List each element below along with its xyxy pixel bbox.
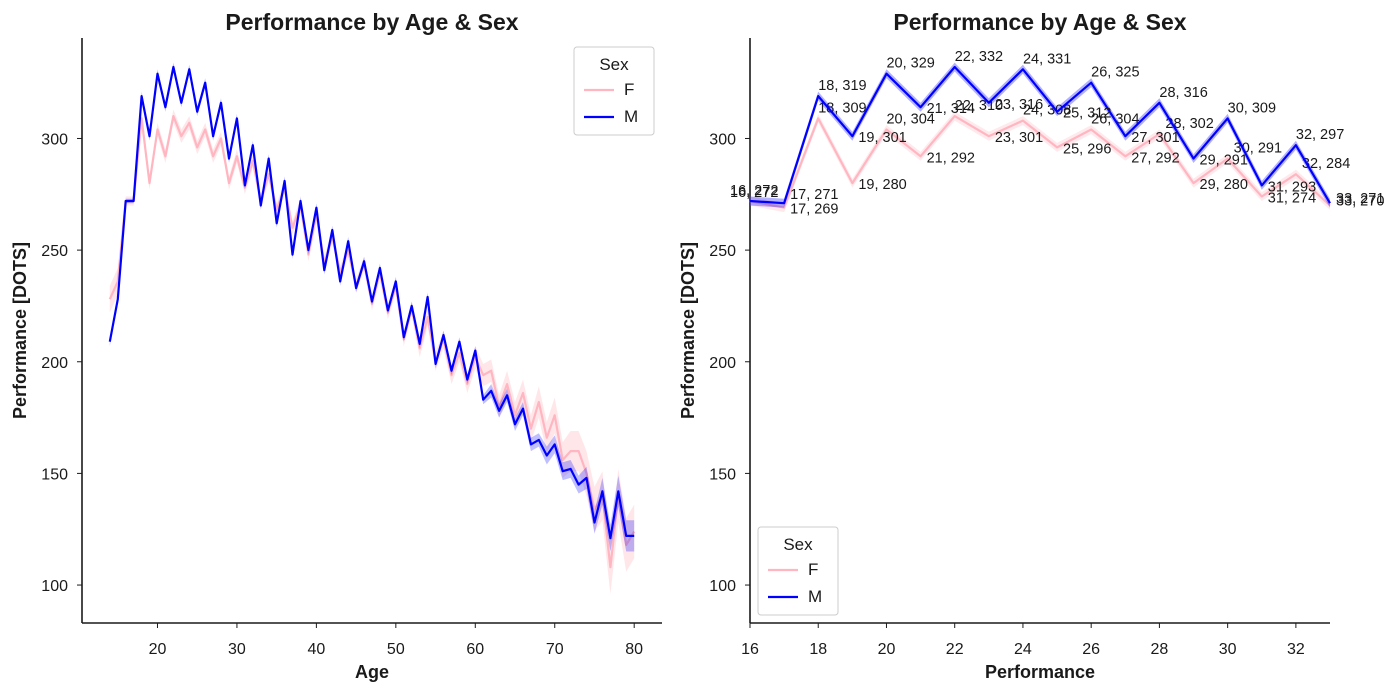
legend-title: Sex <box>783 535 813 554</box>
x-tick-label: 16 <box>741 641 759 658</box>
chart-title: Performance by Age & Sex <box>225 9 518 35</box>
series-m: 16, 272 17, 271 18, 319 19, 301 20, 329 21, 3… <box>730 49 1384 208</box>
x-tick-label: 20 <box>878 641 896 658</box>
data-label: 25, 296 <box>1063 141 1111 157</box>
y-tick-label: 250 <box>709 243 736 260</box>
data-label: 17, 269 <box>790 202 838 218</box>
legend-entry-m: M <box>624 107 638 126</box>
x-tick-label: 22 <box>946 641 964 658</box>
legend: Sex FM <box>573 46 655 136</box>
legend-entry-f: F <box>808 560 818 579</box>
series-line-m <box>108 65 635 540</box>
data-label: 19, 301 <box>858 130 906 146</box>
x-tick-label: 30 <box>1219 641 1237 658</box>
data-label: 33, 270 <box>1336 193 1384 209</box>
series-line-m <box>749 65 1331 205</box>
legend-title: Sex <box>599 55 629 74</box>
x-tick-label: 50 <box>387 641 405 658</box>
x-tick-label: 32 <box>1287 641 1305 658</box>
data-label: 18, 309 <box>818 100 866 116</box>
y-tick-label: 100 <box>709 578 736 595</box>
x-tick-label: 70 <box>546 641 564 658</box>
data-label: 20, 329 <box>886 56 934 72</box>
y-axis-label: Performance [DOTS] <box>10 242 30 419</box>
data-label: 27, 292 <box>1131 150 1179 166</box>
data-label: 26, 325 <box>1091 65 1139 81</box>
right-chart-panel: Performance by Age & Sex Performance Perfo… <box>678 9 1384 682</box>
chart-title: Performance by Age & Sex <box>893 9 1186 35</box>
x-tick-label: 18 <box>809 641 827 658</box>
legend-entry-f: F <box>624 80 634 99</box>
y-tick-label: 200 <box>709 355 736 372</box>
y-tick-label: 250 <box>41 243 68 260</box>
data-label: 32, 284 <box>1302 156 1350 172</box>
data-label: 33, 271 <box>1336 191 1384 207</box>
data-label: 17, 271 <box>790 187 838 203</box>
data-label: 23, 301 <box>995 130 1043 146</box>
data-label: 21, 292 <box>927 150 975 166</box>
x-axis-label: Performance <box>985 662 1095 682</box>
y-tick-label: 150 <box>41 466 68 483</box>
data-label: 23, 316 <box>995 97 1043 113</box>
left-chart-panel: Performance by Age & Sex Age Performance [… <box>10 9 662 682</box>
data-label: 21, 314 <box>927 101 975 117</box>
x-tick-label: 20 <box>149 641 167 658</box>
x-tick-label: 80 <box>625 641 643 658</box>
series-line-f <box>749 115 1331 209</box>
data-label: 31, 274 <box>1268 191 1316 207</box>
data-label: 22, 332 <box>955 49 1003 65</box>
x-tick-label: 60 <box>466 641 484 658</box>
x-tick-label: 24 <box>1014 641 1032 658</box>
y-tick-label: 150 <box>709 466 736 483</box>
series-f <box>108 109 636 594</box>
data-label: 28, 316 <box>1159 85 1207 101</box>
data-label: 29, 291 <box>1200 153 1248 169</box>
series-m <box>108 62 635 552</box>
data-label: 24, 331 <box>1023 51 1071 67</box>
y-axis-label: Performance [DOTS] <box>678 242 698 419</box>
x-tick-label: 30 <box>228 641 246 658</box>
data-label: 18, 319 <box>818 78 866 94</box>
x-tick-label: 28 <box>1151 641 1169 658</box>
data-label: 16, 272 <box>730 183 778 199</box>
data-label: 25, 312 <box>1063 106 1111 122</box>
data-label: 24, 308 <box>1023 103 1071 119</box>
data-label: 29, 280 <box>1200 177 1248 193</box>
y-tick-label: 300 <box>41 131 68 148</box>
data-label: 28, 302 <box>1165 116 1213 132</box>
data-label: 16, 272 <box>730 185 778 201</box>
data-label: 31, 293 <box>1268 179 1316 195</box>
y-tick-label: 100 <box>41 578 68 595</box>
data-label: 27, 301 <box>1131 130 1179 146</box>
data-label: 19, 280 <box>858 177 906 193</box>
data-label: 32, 297 <box>1296 127 1344 143</box>
data-label: 30, 309 <box>1228 100 1276 116</box>
y-tick-label: 200 <box>41 355 68 372</box>
x-axis-label: Age <box>355 662 389 682</box>
series-f: 16, 272 17, 269 18, 309 19, 280 20, 304 21, 2… <box>730 98 1384 218</box>
series-line-f <box>108 115 636 569</box>
confidence-band-f <box>109 109 635 594</box>
x-tick-label: 26 <box>1082 641 1100 658</box>
legend-entry-m: M <box>808 587 822 606</box>
data-label: 20, 304 <box>886 112 934 128</box>
legend: Sex FM <box>757 526 839 616</box>
y-tick-label: 300 <box>709 131 736 148</box>
x-tick-label: 40 <box>307 641 325 658</box>
